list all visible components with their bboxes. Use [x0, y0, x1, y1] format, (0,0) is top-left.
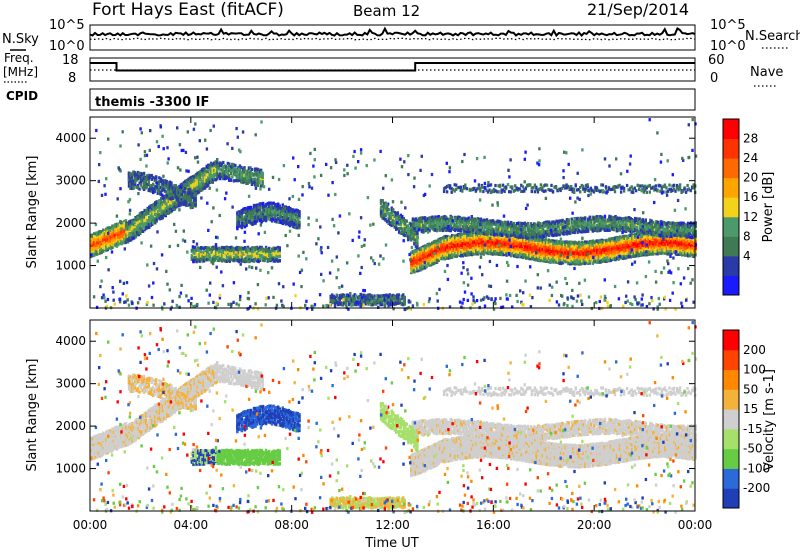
frequency-line: [90, 63, 695, 71]
station-title: Fort Hays East (fitACF): [92, 0, 284, 20]
radar-summary-plot: Fort Hays East (fitACF) Beam 12 21/Sep/2…: [0, 0, 800, 554]
nave-tick-low: 0: [710, 71, 718, 86]
noise-search-line: [90, 38, 695, 39]
noise-sky-line: [90, 29, 695, 36]
noise-left-tick-high: 10^5: [49, 18, 85, 33]
noise-search-label: N.Search: [745, 29, 800, 44]
cpid-label: CPID: [6, 89, 38, 103]
cpid-panel: CPID themis -3300 IF: [6, 89, 695, 110]
noise-left-tick-low: 10^0: [49, 39, 85, 54]
noise-sky-label: N.Sky: [2, 32, 39, 47]
cpid-text: themis -3300 IF: [95, 95, 209, 110]
noise-right-tick-low: 10^0: [710, 39, 746, 54]
nave-label: Nave: [750, 65, 783, 80]
freq-tick-low: 8: [68, 71, 76, 86]
beam-label: Beam 12: [353, 2, 420, 20]
noise-right-tick-high: 10^5: [710, 18, 746, 33]
freq-label-line1: Freq.: [4, 51, 34, 65]
freq-label-line2: [MHz]: [3, 65, 38, 79]
date-label: 21/Sep/2014: [587, 0, 689, 19]
frequency-panel: Freq. [MHz] 18 8 60 0 Nave: [3, 51, 783, 86]
nave-tick-high: 60: [708, 53, 725, 68]
noise-panel: 10^5 10^0 10^5 10^0 N.Sky N.Search: [2, 18, 800, 54]
freq-tick-high: 18: [62, 53, 79, 68]
